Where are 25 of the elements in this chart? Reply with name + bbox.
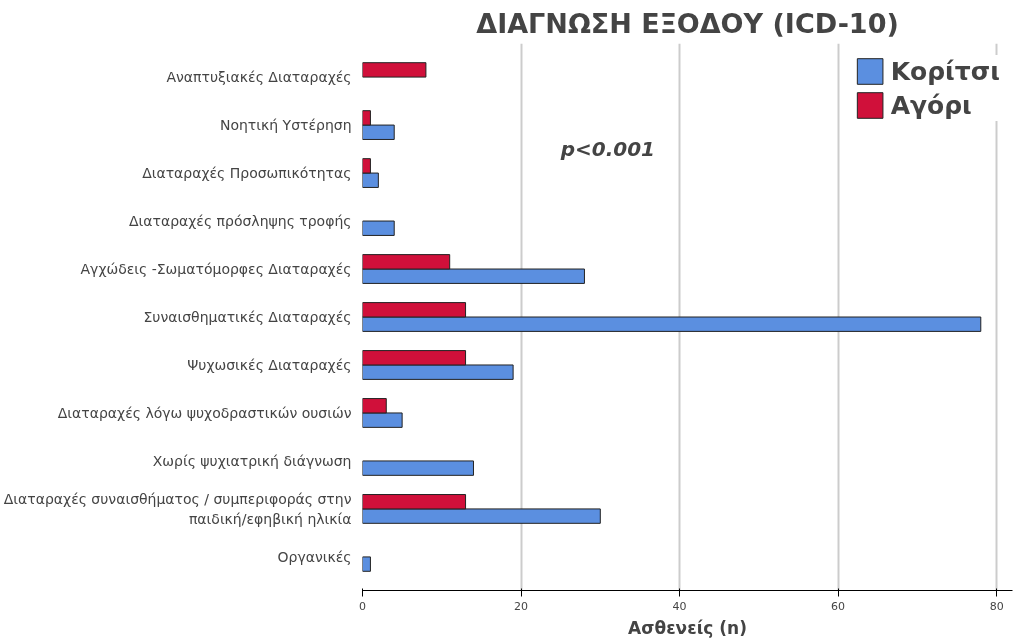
y-tick-label: Νοητική Υστέρηση: [219, 117, 352, 134]
y-tick-label: Διαταραχές Προσωπικότητας: [142, 165, 352, 182]
annotation: p<0.001: [559, 137, 656, 162]
y-tick-label: Διαταραχές συναισθήματος / συμπεριφοράς στην παιδική/εφηβική ηλικία: [3, 491, 352, 527]
y-tick-label: Συναισθηματικές Διαταραχές: [143, 309, 352, 325]
x-tick-label: 20: [514, 599, 529, 613]
x-tick-label: 0: [359, 599, 366, 613]
legend-label: Κορίτσι: [890, 56, 1000, 86]
bar: [362, 62, 427, 78]
legend-label: Αγόρι: [890, 90, 972, 120]
y-tick-label: Οργανικές: [277, 548, 352, 565]
chart-title: ΔΙΑΓΝΩΣΗ ΕΞΟΔΟΥ (ICD-10): [476, 7, 899, 39]
y-tick-label: Διαταραχές πρόσληψης τροφής: [128, 213, 352, 230]
y-tick-label: Αγχώδεις -Σωματόμορφες Διαταραχές: [80, 261, 352, 278]
y-tick-label: Διαταραχές λόγω ψυχοδραστικών ουσιών: [57, 404, 352, 421]
x-tick-label: 60: [831, 599, 846, 613]
y-tick-label: Αναπτυξιακές Διαταραχές: [166, 69, 352, 86]
x-tick-label: 40: [672, 599, 687, 613]
y-tick-label: Ψυχωσικές Διαταραχές: [187, 356, 352, 373]
bar: [362, 220, 395, 236]
bar: [362, 556, 371, 572]
bar: [362, 460, 474, 476]
y-tick-label: Χωρίς ψυχιατρική διάγνωση: [152, 452, 352, 469]
x-axis-title: Ασθενείς (n): [628, 617, 747, 638]
x-tick-label: 80: [989, 599, 1004, 613]
